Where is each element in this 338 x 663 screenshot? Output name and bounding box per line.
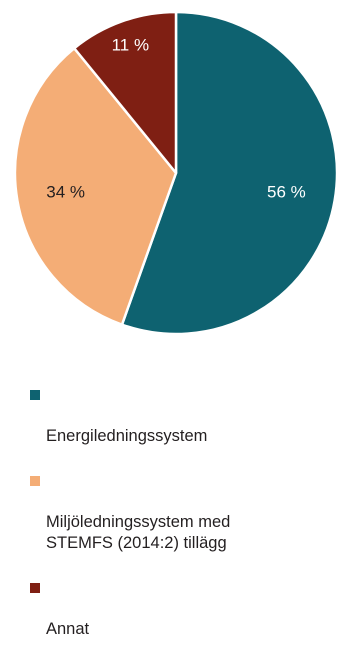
pie-label-energiledningssystem: 56 % <box>267 183 306 202</box>
pie-label-annat: 11 % <box>112 35 150 54</box>
legend-swatch-energiledningssystem <box>30 390 40 400</box>
pie-slice-annat <box>72 10 178 175</box>
legend-label-energiledningssystem: Energiledningssystem <box>46 427 208 445</box>
legend-item-miljoledningssystem: Miljöledningssystem med STEMFS (2014:2) … <box>30 470 330 554</box>
legend-item-annat: Annat <box>30 577 330 640</box>
legend-label-miljoledningssystem: Miljöledningssystem med STEMFS (2014:2) … <box>46 513 231 552</box>
legend-label-annat: Annat <box>46 620 90 638</box>
pie-slice-miljoledningssystem <box>13 46 178 326</box>
pie-slice-energiledningssystem <box>120 10 338 336</box>
legend-item-energiledningssystem: Energiledningssystem <box>30 384 330 447</box>
legend-swatch-annat <box>30 583 40 593</box>
pie-chart: 56 % 34 % 11 % <box>13 10 338 336</box>
legend-swatch-miljoledningssystem <box>30 476 40 486</box>
legend: Energiledningssystem Miljöledningssystem… <box>30 384 330 663</box>
pie-label-miljoledningssystem: 34 % <box>46 183 85 202</box>
